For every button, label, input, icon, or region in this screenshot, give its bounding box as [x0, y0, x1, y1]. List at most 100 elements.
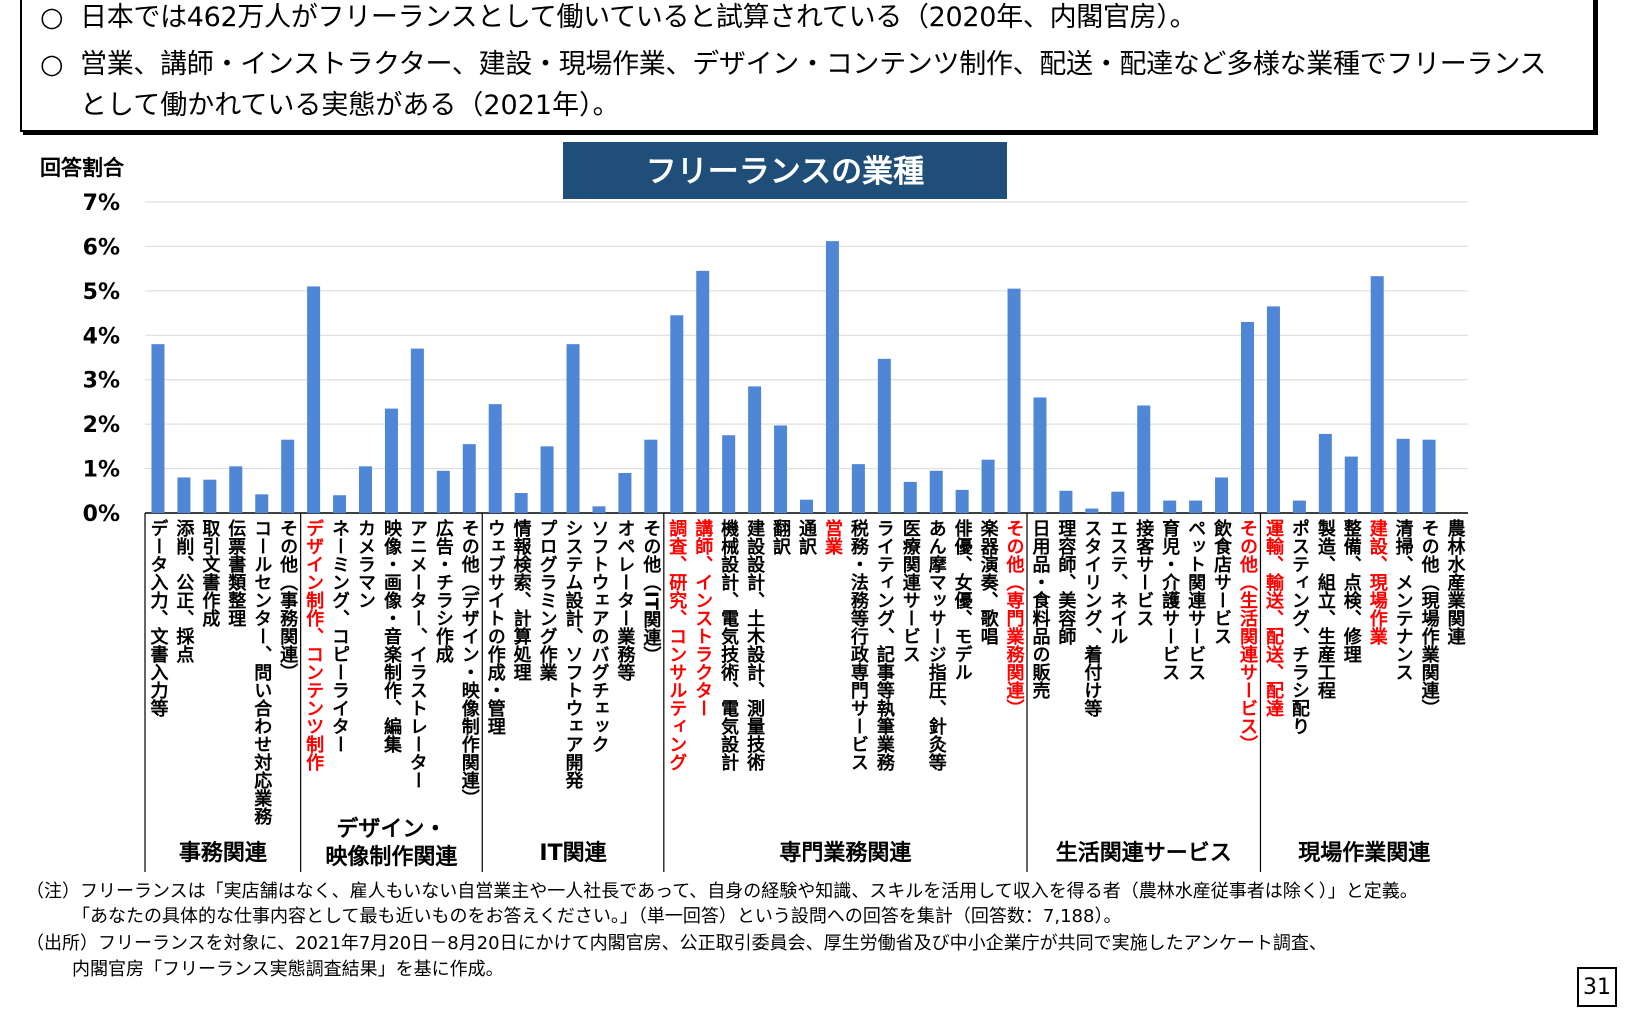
category-label: スタイリング、着付け等: [1081, 519, 1103, 718]
summary-box: ○ 日本では462万人がフリーランスとして働いていると試算されている（2020年、…: [20, 0, 1595, 132]
category-label: ウェブサイトの作成・管理: [485, 519, 506, 735]
bar: [670, 315, 684, 513]
bar: [774, 425, 788, 513]
bar: [229, 466, 243, 513]
chart-title: フリーランスの業種: [646, 154, 924, 190]
summary-text-2: 営業、講師・インストラクター、建設・現場作業、デザイン・コンテンツ制作、配送・配…: [80, 49, 1547, 80]
bar: [333, 495, 347, 513]
bar: [1344, 456, 1358, 513]
group-label: IT関連: [539, 841, 607, 866]
bar: [929, 470, 943, 513]
category-label: プログラミング作業: [537, 519, 559, 682]
bar: [1111, 491, 1125, 513]
category-label: 楽器演奏、歌唱: [978, 518, 1000, 646]
category-label: 営業: [822, 518, 844, 556]
category-label: その他（専門業務関連）: [1004, 519, 1026, 717]
category-label: 製造、組立、生産工程: [1315, 519, 1337, 700]
bar: [618, 473, 632, 513]
category-label: 伝票書類整理: [225, 518, 247, 627]
summary-text-1: 日本では462万人がフリーランスとして働いていると試算されている（2020年、内…: [80, 2, 1197, 33]
bar: [255, 494, 269, 513]
category-label: ポスティング、チラシ配り: [1289, 518, 1310, 735]
category-label: 農林水産業関連: [1445, 519, 1467, 646]
bar: [488, 404, 502, 513]
bar: [384, 408, 398, 513]
category-label: 翻訳: [770, 518, 791, 556]
bar: [436, 470, 450, 513]
category-label: その他（デザイン・映像制作関連）: [459, 519, 481, 807]
category-label: 日用品・食料品の販売: [1029, 519, 1051, 700]
y-tick-label: 5%: [83, 280, 120, 305]
bar: [1007, 288, 1021, 513]
group-label: 現場作業関連: [1298, 841, 1431, 866]
bar: [566, 344, 580, 513]
bar: [825, 241, 839, 513]
category-label: コールセンター、問い合わせ対応業務: [251, 519, 273, 826]
summary-line-1: ○ 日本では462万人がフリーランスとして働いていると試算されている（2020年、…: [40, 0, 1197, 38]
bar: [514, 493, 528, 513]
bullet-circle-icon: ○: [40, 49, 64, 80]
bar: [151, 344, 165, 513]
y-tick-label: 1%: [83, 458, 120, 483]
bar: [955, 489, 969, 513]
category-label: あん摩マッサージ指圧、針灸等: [926, 519, 947, 772]
category-label: 情報検索、計算処理: [511, 519, 532, 681]
bar: [1189, 500, 1203, 513]
category-label: 飲食店サービス: [1211, 518, 1233, 645]
y-tick-label: 7%: [83, 191, 120, 216]
y-tick-label: 0%: [83, 502, 120, 527]
category-label: 建設、現場作業: [1367, 518, 1389, 646]
bar: [1422, 439, 1436, 513]
category-label: カメラマン: [355, 519, 376, 609]
category-label: ネーミング、コピーライター: [329, 519, 350, 753]
note-source: （出所）フリーランスを対象に、2021年7月20日－8月20日にかけて内閣官房、…: [26, 933, 1327, 954]
bar: [307, 286, 321, 513]
category-label: その他（現場作業関連）: [1419, 519, 1441, 717]
bar: [1370, 276, 1384, 513]
category-label: ペット関連サービス: [1185, 519, 1206, 681]
bar: [877, 358, 891, 513]
bar: [1059, 490, 1073, 513]
category-label: 調査、研究、コンサルティング: [666, 518, 687, 771]
category-label: 理容師、美容師: [1055, 519, 1076, 646]
bar: [1033, 397, 1047, 513]
bar: [903, 481, 917, 513]
bar: [1163, 500, 1177, 513]
bar: [177, 477, 191, 513]
bar: [1241, 321, 1254, 513]
bar: [462, 444, 476, 513]
category-label: 運輸、輸送、配送、配達: [1263, 519, 1285, 718]
summary-line-2: ○ 営業、講師・インストラクター、建設・現場作業、デザイン・コンテンツ制作、配送・…: [40, 45, 1546, 85]
group-label: 事務関連: [179, 840, 268, 866]
category-label: アニメーター、イラストレーター: [407, 519, 428, 789]
bar: [281, 439, 295, 513]
bar: [1396, 438, 1410, 513]
note-question: 「あなたの具体的な仕事内容として最も近いものをお答えください。」（単一回答）とい…: [72, 906, 1122, 927]
bar: [1215, 477, 1229, 513]
summary-line-2-continued: として働かれている実態がある（2021年）。: [80, 90, 620, 121]
category-label: エステ、ネイル: [1107, 519, 1128, 645]
category-label: 整備、点検、修理: [1341, 518, 1363, 663]
chart-title-banner: [563, 142, 1007, 199]
category-label: 育児・介護サービス: [1159, 518, 1181, 681]
bar: [359, 466, 372, 513]
freelance-occupation-chart: 0% 1% 2% 3% 4% 5% 6% 7% 回答割合 フリーランスの業種データ入力、文書入力等…: [40, 142, 1468, 872]
category-label: データ入力、文書入力等: [147, 518, 168, 718]
bar: [1292, 500, 1306, 513]
category-label: 税務・法務等行政専門サービス: [848, 518, 870, 771]
group-label: 専門業務関連: [779, 840, 912, 866]
category-label: 医療関連サービス: [900, 519, 921, 663]
category-label: その他（IT関連）: [640, 519, 662, 664]
category-label: 通訳: [796, 519, 817, 556]
bar: [1085, 508, 1099, 513]
note-definition: （注）フリーランスは「実店舗はなく、雇人もいない自営業主や一人社長であって、自身…: [26, 881, 1418, 902]
note-source-continued: 内閣官房「フリーランス実態調査結果」を基に作成。: [72, 959, 504, 980]
page-number: 31: [1577, 967, 1617, 1007]
category-label: 接客サービス: [1133, 518, 1154, 627]
category-label: 建設設計、土木設計、測量技術: [744, 518, 766, 772]
bar: [1318, 433, 1332, 513]
category-label: 俳優、女優、モデル: [952, 518, 974, 681]
bar: [410, 348, 424, 513]
bar: [851, 464, 865, 513]
group-label: 生活関連サービス: [1056, 841, 1232, 866]
